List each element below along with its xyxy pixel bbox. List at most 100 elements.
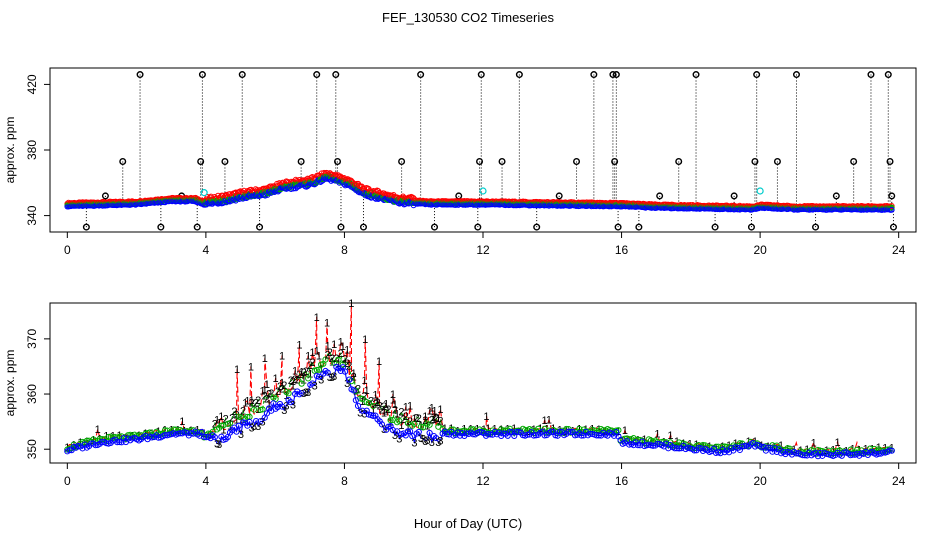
drop-point xyxy=(609,71,617,79)
x-tick-label: 12 xyxy=(476,243,490,257)
drop-point xyxy=(747,223,755,231)
drop-point xyxy=(515,71,523,79)
series-s1-label: 1 xyxy=(483,411,489,423)
y-tick-label: 380 xyxy=(25,140,39,160)
drop-point xyxy=(692,71,700,79)
y-tick-label: 360 xyxy=(25,384,39,404)
flag-point xyxy=(479,187,487,195)
drop-point xyxy=(337,223,345,231)
flag-point xyxy=(200,189,208,197)
y-axis-label: approx. ppm xyxy=(3,350,17,417)
drop-point xyxy=(555,192,563,200)
drop-point xyxy=(886,157,894,165)
drop-point xyxy=(198,71,206,79)
drop-point xyxy=(773,157,781,165)
series-s2-label: 2 xyxy=(392,404,398,416)
drop-point xyxy=(332,71,340,79)
drop-point xyxy=(590,71,598,79)
x-tick-label: 16 xyxy=(615,243,629,257)
drop-point xyxy=(82,223,90,231)
series-s1-label: 1 xyxy=(376,356,382,368)
drop-point xyxy=(751,157,759,165)
series-s3-label: 3 xyxy=(290,400,296,412)
drop-point xyxy=(334,157,342,165)
series-s1-label: 1 xyxy=(362,334,368,346)
x-tick-label: 8 xyxy=(341,474,348,488)
series-s1-label: 1 xyxy=(348,298,354,310)
x-tick-label: 20 xyxy=(753,474,767,488)
drop-point xyxy=(614,223,622,231)
y-tick-label: 350 xyxy=(25,439,39,459)
drop-point xyxy=(313,71,321,79)
drop-point xyxy=(157,223,165,231)
drop-point xyxy=(730,192,738,200)
drop-point xyxy=(888,192,896,200)
chart-title: FEF_130530 CO2 Timeseries xyxy=(382,10,554,25)
x-tick-label: 16 xyxy=(615,474,629,488)
drop-point xyxy=(850,157,858,165)
series-s3-label: 3 xyxy=(411,437,417,449)
drop-point xyxy=(884,71,892,79)
drop-point xyxy=(431,223,439,231)
x-tick-label: 20 xyxy=(753,243,767,257)
series-s1-label: 1 xyxy=(262,353,268,365)
series-s1-label: 1 xyxy=(248,361,254,373)
y-tick-label: 340 xyxy=(25,205,39,225)
drop-point xyxy=(753,71,761,79)
series-s1-point xyxy=(276,180,283,186)
series-s3-label: 3 xyxy=(238,429,244,441)
drop-point xyxy=(498,157,506,165)
series-s2-label: 2 xyxy=(255,395,261,407)
drop-point xyxy=(474,223,482,231)
drop-point xyxy=(193,223,201,231)
drop-point xyxy=(136,71,144,79)
series-s1-label: 1 xyxy=(324,317,330,329)
drop-point xyxy=(832,192,840,200)
series-s3-label: 3 xyxy=(312,380,318,392)
x-tick-label: 4 xyxy=(203,474,210,488)
drop-point xyxy=(101,192,109,200)
x-axis-label: Hour of Day (UTC) xyxy=(414,516,522,531)
series-s3-label: 3 xyxy=(437,435,443,447)
series-s1-label: 1 xyxy=(314,312,320,324)
drop-point xyxy=(398,157,406,165)
drop-point xyxy=(417,71,425,79)
drop-point xyxy=(812,223,820,231)
plot-frame xyxy=(49,302,917,464)
x-tick-label: 24 xyxy=(892,243,906,257)
drop-point xyxy=(221,157,229,165)
drop-point xyxy=(792,71,800,79)
series-s2-label: 2 xyxy=(437,415,443,427)
drop-point xyxy=(867,71,875,79)
drop-point xyxy=(573,157,581,165)
x-tick-label: 24 xyxy=(892,474,906,488)
drop-point xyxy=(635,223,643,231)
drop-point xyxy=(533,223,541,231)
series-s2-label: 2 xyxy=(385,404,391,416)
drop-point xyxy=(889,223,897,231)
series-s3-label: 3 xyxy=(331,371,337,383)
series-s1-label: 1 xyxy=(316,351,322,363)
drop-point xyxy=(476,157,484,165)
x-tick-label: 12 xyxy=(476,474,490,488)
series-s3-label: 3 xyxy=(305,387,311,399)
series-s2-label: 2 xyxy=(416,413,422,425)
x-tick-label: 8 xyxy=(341,243,348,257)
x-tick-label: 4 xyxy=(203,243,210,257)
x-tick-label: 0 xyxy=(64,474,71,488)
drop-point xyxy=(477,71,485,79)
series-s1-label: 1 xyxy=(296,339,302,351)
drop-point xyxy=(611,157,619,165)
drop-point xyxy=(256,223,264,231)
flag-point xyxy=(756,187,764,195)
drop-point xyxy=(656,192,664,200)
drop-point xyxy=(675,157,683,165)
series-s2-label: 2 xyxy=(309,357,315,369)
series-s1-point xyxy=(407,195,413,201)
drop-point xyxy=(612,71,620,79)
drop-point xyxy=(238,71,246,79)
drop-point xyxy=(711,223,719,231)
y-tick-label: 420 xyxy=(25,74,39,94)
